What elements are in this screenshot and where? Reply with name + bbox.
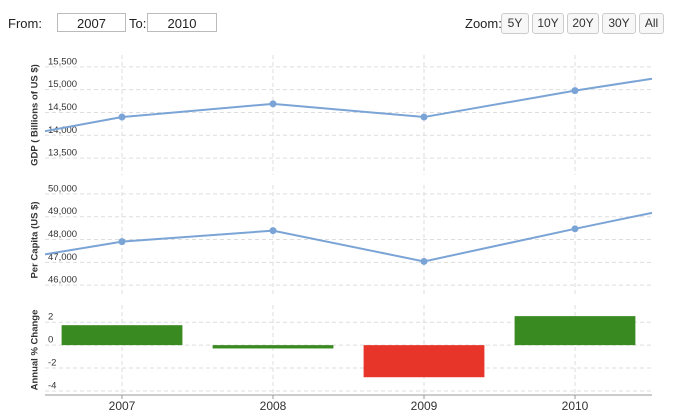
zoom-button[interactable]: 5Y (501, 13, 529, 34)
point (420, 113, 428, 121)
point (269, 100, 277, 108)
point (571, 87, 579, 95)
zoom-button[interactable]: 10Y (532, 13, 564, 34)
y-tick-label: -4 (48, 381, 56, 392)
y-axis-title: GDP ( Billions of US $) (30, 64, 41, 166)
bar (363, 345, 485, 378)
point (118, 113, 126, 121)
x-tick-label: 2007 (109, 399, 136, 413)
y-tick-label: 0 (48, 335, 53, 346)
line (44, 77, 653, 133)
line (44, 211, 653, 263)
point (420, 257, 428, 265)
y-tick-label: 49,000 (48, 206, 77, 217)
bar (61, 325, 183, 346)
y-tick-label: 46,000 (48, 275, 77, 286)
zoom-button[interactable]: 20Y (567, 13, 599, 34)
y-tick-label: 14,000 (48, 125, 77, 136)
to-label: To: (129, 16, 147, 31)
point (269, 227, 277, 235)
y-tick-label: 14,500 (48, 102, 77, 113)
from-input[interactable]: 2007 (57, 13, 126, 32)
y-axis-title: Annual % Change (30, 310, 41, 391)
y-tick-label: 2 (48, 312, 53, 323)
point (118, 238, 126, 246)
y-tick-label: 15,500 (48, 56, 77, 67)
y-tick-label: 15,000 (48, 79, 77, 90)
zoom-button[interactable]: All (639, 13, 664, 34)
bar (514, 316, 636, 346)
from-label: From: (8, 16, 42, 31)
y-tick-label: -2 (48, 358, 56, 369)
y-tick-label: 47,000 (48, 252, 77, 263)
bar (212, 345, 334, 349)
zoom-label: Zoom: (465, 16, 502, 31)
zoom-button[interactable]: 30Y (602, 13, 636, 34)
y-tick-label: 48,000 (48, 229, 77, 240)
y-axis-title: Per Capita (US $) (30, 201, 41, 278)
x-tick-label: 2009 (411, 399, 438, 413)
y-tick-label: 50,000 (48, 183, 77, 194)
x-tick-label: 2008 (260, 399, 287, 413)
to-input[interactable]: 2010 (147, 13, 217, 32)
point (571, 225, 579, 233)
x-tick-label: 2010 (562, 399, 589, 413)
y-tick-label: 13,500 (48, 148, 77, 159)
